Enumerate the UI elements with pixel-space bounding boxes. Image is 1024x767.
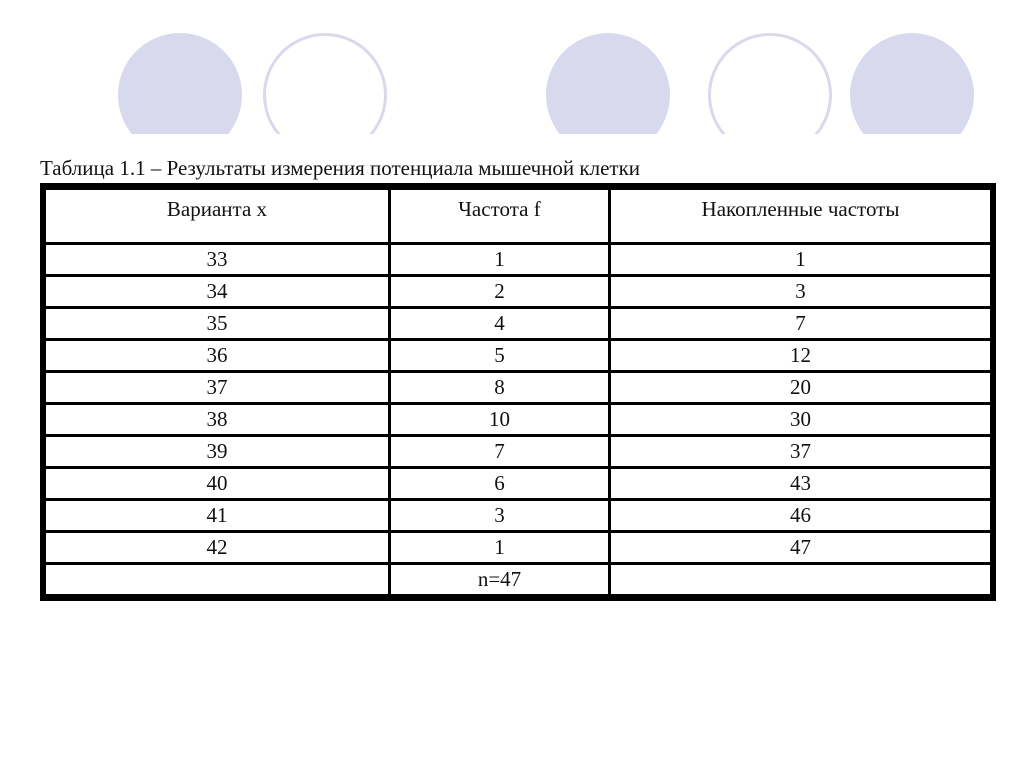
- table-cell: 12: [611, 341, 990, 370]
- table-row: 35 4 7: [46, 309, 990, 338]
- table-cell: 1: [391, 533, 611, 562]
- table-cell: 2: [391, 277, 611, 306]
- table-cell: 34: [46, 277, 391, 306]
- table-cell: 30: [611, 405, 990, 434]
- footer-cell: [611, 565, 990, 594]
- table-cell: 5: [391, 341, 611, 370]
- table-cell: 4: [391, 309, 611, 338]
- table-row: 37 8 20: [46, 373, 990, 402]
- column-header: Варианта x: [46, 190, 391, 242]
- table-cell: 3: [391, 501, 611, 530]
- table-cell: 3: [611, 277, 990, 306]
- table-cell: 20: [611, 373, 990, 402]
- column-header: Накопленные частоты: [611, 190, 990, 242]
- table-cell: 39: [46, 437, 391, 466]
- table-row: 36 5 12: [46, 341, 990, 370]
- decorative-circles: [0, 0, 1024, 134]
- table-cell: 37: [46, 373, 391, 402]
- table-cell: 10: [391, 405, 611, 434]
- table-row: 39 7 37: [46, 437, 990, 466]
- outline-circle-decoration: [708, 33, 832, 134]
- table-cell: 42: [46, 533, 391, 562]
- filled-circle-decoration: [546, 33, 670, 134]
- table-cell: 7: [611, 309, 990, 338]
- footer-cell: n=47: [391, 565, 611, 594]
- table-cell: 6: [391, 469, 611, 498]
- table-cell: 41: [46, 501, 391, 530]
- table-cell: 36: [46, 341, 391, 370]
- table-caption: Таблица 1.1 – Результаты измерения потен…: [40, 156, 641, 180]
- table-row: 33 1 1: [46, 245, 990, 274]
- outline-circle-decoration: [263, 33, 387, 134]
- table-cell: 46: [611, 501, 990, 530]
- table-cell: 47: [611, 533, 990, 562]
- table-cell: 40: [46, 469, 391, 498]
- table-cell: 1: [611, 245, 990, 274]
- table-cell: 1: [391, 245, 611, 274]
- column-header: Частота f: [391, 190, 611, 242]
- filled-circle-decoration: [850, 33, 974, 134]
- table-row: 41 3 46: [46, 501, 990, 530]
- frequency-table: Варианта x Частота f Накопленные частоты…: [40, 183, 996, 601]
- table-cell: 33: [46, 245, 391, 274]
- table-header-row: Варианта x Частота f Накопленные частоты: [46, 190, 990, 242]
- filled-circle-decoration: [118, 33, 242, 134]
- table-row: 42 1 47: [46, 533, 990, 562]
- table-cell: 35: [46, 309, 391, 338]
- table-footer-row: n=47: [46, 565, 990, 594]
- table-cell: 43: [611, 469, 990, 498]
- table-row: 38 10 30: [46, 405, 990, 434]
- table-row: 34 2 3: [46, 277, 990, 306]
- table-row: 40 6 43: [46, 469, 990, 498]
- table-cell: 37: [611, 437, 990, 466]
- table-cell: 7: [391, 437, 611, 466]
- table-cell: 8: [391, 373, 611, 402]
- footer-cell: [46, 565, 391, 594]
- table-cell: 38: [46, 405, 391, 434]
